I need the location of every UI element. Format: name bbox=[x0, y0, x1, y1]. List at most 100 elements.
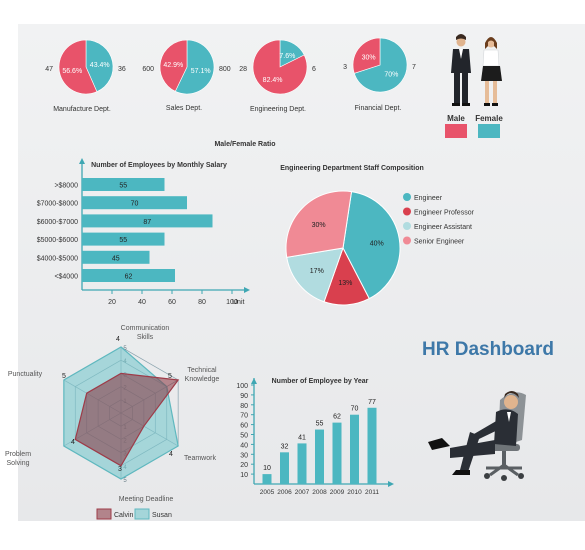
composition-slice bbox=[285, 190, 353, 258]
year-category-label: 2005 bbox=[260, 489, 275, 496]
salary-bar-value: 70 bbox=[131, 201, 139, 208]
composition-slice bbox=[342, 191, 401, 300]
radar-axis-label: Punctuality bbox=[8, 371, 43, 378]
year-bar-value: 70 bbox=[351, 406, 359, 413]
salary-category-label: $6000-$7000 bbox=[37, 219, 78, 226]
composition-legend-dot bbox=[403, 193, 411, 201]
composition-slice-label: 40% bbox=[370, 240, 384, 247]
year-bar-value: 32 bbox=[281, 443, 289, 450]
gender-pie-0: 43.4% 56.6% 47 36 Manufacture Dept. bbox=[45, 39, 126, 113]
pie-dept-label: Sales Dept. bbox=[166, 105, 202, 112]
gender-pie-3: 70% 30% 3 7 Financial Dept. bbox=[343, 37, 416, 112]
radar-point-label: 4 bbox=[71, 439, 75, 446]
salary-chart-title: Number of Employees by Monthly Salary bbox=[91, 162, 227, 169]
year-bar bbox=[297, 443, 307, 484]
pie-value-female: 36 bbox=[118, 66, 126, 73]
salary-bar-value: 45 bbox=[112, 255, 120, 262]
radar-axis-label: Problem Solving bbox=[5, 451, 31, 467]
salary-bar-value: 55 bbox=[119, 183, 127, 190]
year-y-tick-label: 80 bbox=[240, 403, 248, 410]
radar-axis-label: Teamwork bbox=[184, 455, 216, 462]
year-y-tick-label: 10 bbox=[240, 472, 248, 479]
salary-category-label: $5000-$6000 bbox=[37, 237, 78, 244]
salary-bar bbox=[82, 250, 150, 264]
salary-x-tick-label: 80 bbox=[198, 299, 206, 306]
radar-series-area bbox=[74, 372, 180, 467]
year-y-arrow bbox=[251, 378, 257, 384]
pie-percent-female: 7.6% bbox=[279, 53, 295, 60]
salary-x-tick-label: 60 bbox=[168, 299, 176, 306]
salary-x-tick-label: 40 bbox=[138, 299, 146, 306]
pie-value-male: 600 bbox=[142, 66, 154, 73]
pie-percent-female: 43.4% bbox=[90, 62, 110, 69]
year-bar bbox=[350, 414, 359, 484]
composition-slice bbox=[286, 247, 344, 303]
year-category-label: 2011 bbox=[365, 489, 379, 496]
radar-point-label: 5 bbox=[168, 373, 172, 380]
composition-slice-label: 30% bbox=[312, 222, 326, 229]
salary-category-label: <$4000 bbox=[54, 274, 78, 281]
year-bar-value: 55 bbox=[316, 421, 324, 428]
pie-value-female: 800 bbox=[219, 66, 231, 73]
pie-percent-male: 82.4% bbox=[263, 77, 283, 84]
salary-bar bbox=[82, 196, 187, 210]
pie-slice-male bbox=[159, 39, 188, 92]
legend-female-label: Female bbox=[475, 114, 503, 123]
year-bar bbox=[315, 429, 324, 484]
pie-percent-female: 57.1% bbox=[191, 68, 211, 75]
businessman-in-chair-icon bbox=[428, 391, 526, 481]
salary-bar-value: 62 bbox=[125, 274, 133, 281]
year-bar bbox=[332, 422, 342, 484]
radar-axis-label: Communication Skills bbox=[121, 325, 170, 341]
salary-bar bbox=[82, 232, 165, 246]
year-y-tick-label: 70 bbox=[240, 413, 248, 420]
pie-slice-female bbox=[353, 37, 408, 93]
year-category-label: 2010 bbox=[347, 489, 362, 496]
composition-legend-dot bbox=[403, 207, 411, 216]
year-y-tick-label: 90 bbox=[240, 393, 248, 400]
year-y-tick-label: 30 bbox=[240, 452, 248, 459]
composition-legend-label: Engineer Assistant bbox=[414, 224, 472, 231]
year-y-tick-label: 50 bbox=[240, 433, 248, 440]
pie-percent-female: 70% bbox=[384, 71, 398, 78]
year-bar-value: 77 bbox=[368, 399, 376, 406]
pie-value-male: 28 bbox=[239, 66, 247, 73]
year-category-label: 2009 bbox=[330, 489, 345, 496]
salary-y-arrow bbox=[79, 158, 85, 164]
pie-percent-male: 56.6% bbox=[62, 68, 82, 75]
year-category-label: 2008 bbox=[312, 489, 327, 496]
pie-percent-male: 42.9% bbox=[163, 62, 183, 69]
year-bar bbox=[367, 407, 377, 484]
composition-legend-dot bbox=[403, 222, 411, 230]
year-bar-value: 41 bbox=[298, 434, 306, 441]
pie-slice-female bbox=[174, 39, 215, 95]
pie-value-male: 47 bbox=[45, 66, 53, 73]
pie-slice-male bbox=[58, 39, 98, 95]
pie-value-female: 7 bbox=[412, 64, 416, 71]
legend-male-label: Male bbox=[447, 114, 465, 123]
radar-legend-label: Calvin bbox=[114, 512, 134, 519]
salary-x-tick-label: 100 bbox=[226, 299, 238, 306]
radar-tick-label-lower: 5 bbox=[123, 478, 127, 484]
radar-legend-label: Susan bbox=[152, 512, 172, 519]
pie-percent-male: 30% bbox=[362, 55, 376, 62]
pie-slice-female bbox=[85, 39, 114, 93]
year-y-tick-label: 100 bbox=[236, 383, 248, 390]
radar-legend-swatch bbox=[96, 508, 112, 520]
salary-bar-value: 55 bbox=[119, 237, 127, 244]
pie-dept-label: Engineering Dept. bbox=[250, 106, 306, 113]
salary-category-label: $7000-$8000 bbox=[37, 201, 78, 208]
year-bar-value: 62 bbox=[333, 414, 341, 421]
pie-dept-label: Manufacture Dept. bbox=[53, 106, 111, 113]
radar-legend-swatch bbox=[134, 508, 150, 520]
composition-legend-label: Engineer bbox=[414, 195, 443, 202]
radar-point-label: 4 bbox=[169, 451, 173, 458]
radar-point-label: 5 bbox=[62, 373, 66, 380]
year-category-label: 2007 bbox=[295, 489, 310, 496]
salary-category-label: >$8000 bbox=[54, 183, 78, 190]
legend-male-swatch bbox=[445, 124, 467, 138]
radar-tick-label: 5 bbox=[123, 346, 127, 352]
salary-category-label: $4000-$5000 bbox=[37, 255, 78, 262]
male-figure-icon bbox=[451, 34, 471, 106]
composition-legend-label: Senior Engineer bbox=[414, 239, 465, 246]
